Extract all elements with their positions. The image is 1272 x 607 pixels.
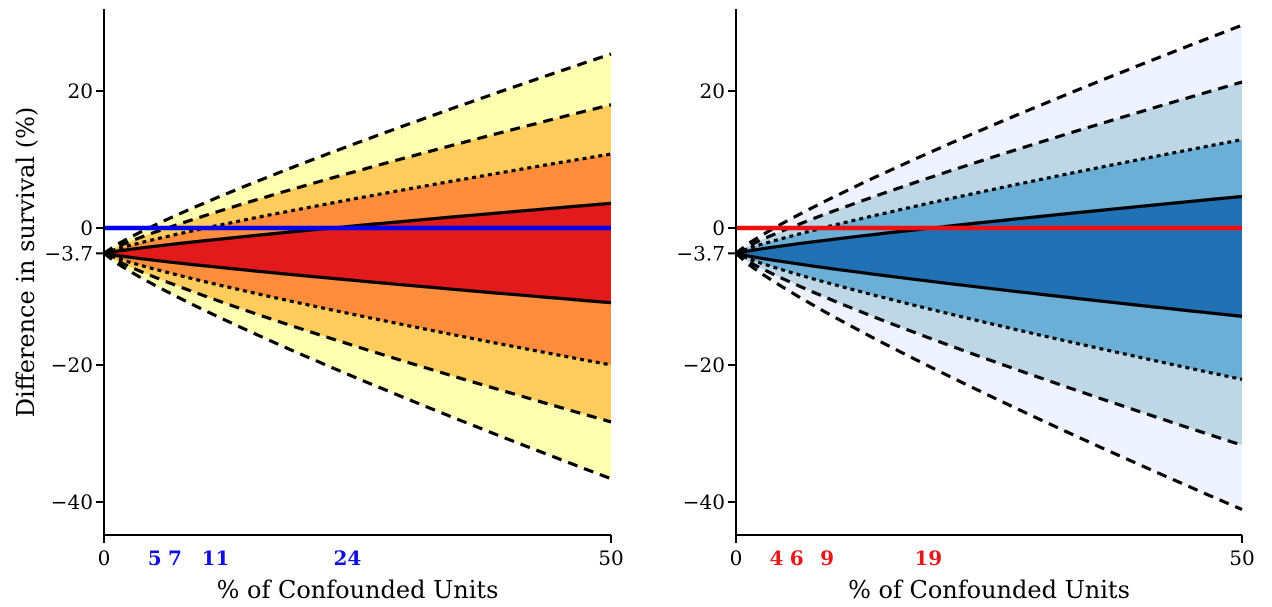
upper-bound-line-3	[735, 138, 1243, 255]
lower-bound-line-4	[103, 251, 612, 305]
highlight-x-label: 4	[770, 546, 784, 570]
y-tick-label: −20	[51, 353, 93, 377]
lower-bound-line-2	[103, 251, 612, 424]
upper-bound-line-4	[735, 194, 1243, 255]
lower-bound-line-1	[734, 252, 1243, 511]
upper-bound-line-3	[103, 152, 612, 255]
lower-bound-line-3	[735, 251, 1243, 381]
upper-bound-line-1	[103, 52, 612, 255]
upper-bound-line-2	[103, 103, 612, 255]
x-tick-label: 50	[1229, 546, 1254, 570]
highlight-x-label: 9	[820, 546, 834, 570]
lower-bound-line-1	[103, 252, 612, 481]
highlight-x-label: 19	[914, 546, 942, 570]
y-tick-label: 20	[700, 79, 725, 103]
highlight-x-label: 7	[168, 546, 182, 570]
upper-bound-line-4	[103, 201, 612, 255]
y-tick-label: 0	[80, 216, 93, 240]
lower-bound-line-4	[735, 251, 1243, 318]
lower-bound-line-2	[735, 251, 1243, 447]
upper-bound-line-1	[735, 23, 1243, 255]
y-tick-label: −40	[683, 490, 725, 514]
y-tick-label: −40	[51, 490, 93, 514]
lower-bound-line-3	[103, 251, 612, 367]
left-panel: 200−3.7−20−400 505 7 11 24% of Confounded Un…	[12, 9, 624, 604]
upper-bound-line-2	[735, 80, 1243, 255]
right-panel: 200−3.7−20−400 504 6 9 19% of Confounded Uni…	[676, 9, 1255, 604]
highlight-x-label: 24	[333, 546, 361, 570]
x-tick-label: 0	[730, 546, 743, 570]
y-tick-label: 0	[712, 216, 725, 240]
x-tick-label: 50	[598, 546, 623, 570]
y-tick-label: −3.7	[676, 241, 725, 265]
y-axis-title: Difference in survival (%)	[12, 107, 40, 418]
y-tick-label: −3.7	[44, 241, 93, 265]
y-tick-label: −20	[683, 353, 725, 377]
x-axis-title: % of Confounded Units	[217, 576, 499, 604]
x-axis-title: % of Confounded Units	[848, 576, 1130, 604]
y-tick-label: 20	[68, 79, 93, 103]
x-tick-label: 0	[98, 546, 111, 570]
highlight-x-label: 6	[790, 546, 804, 570]
highlight-x-label: 5	[148, 546, 162, 570]
highlight-x-label: 11	[202, 546, 230, 570]
